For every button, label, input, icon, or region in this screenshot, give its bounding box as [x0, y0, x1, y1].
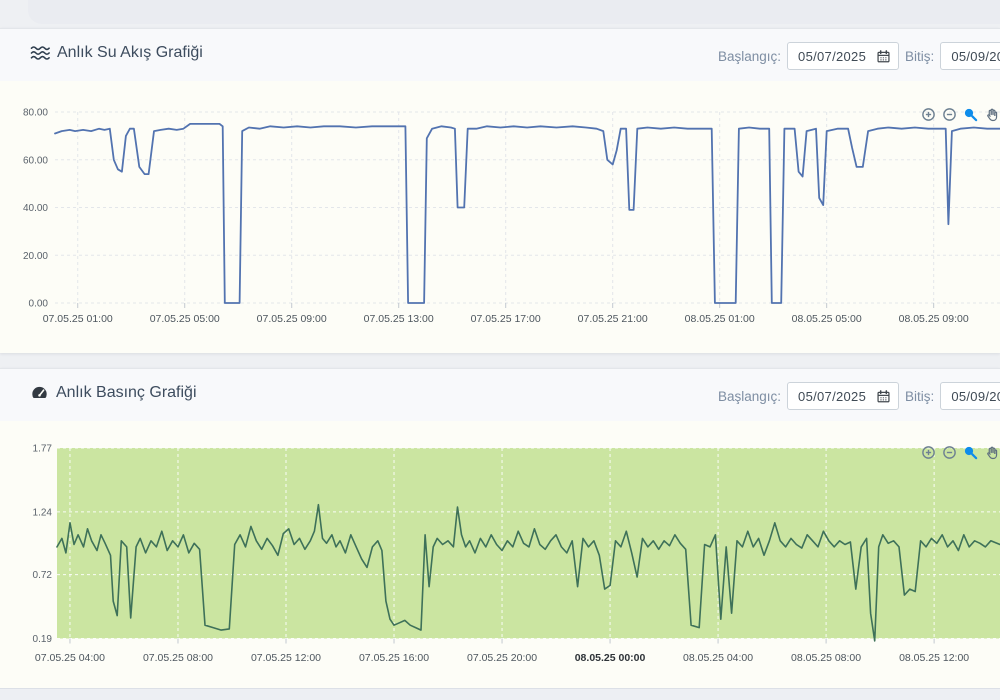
pan-hand-icon[interactable]	[983, 106, 1000, 123]
flow-end-date-value: 05/09/2025	[951, 48, 1000, 64]
pressure-chart-toolbar	[920, 444, 1000, 461]
pressure-end-date-input[interactable]: 05/09/2025	[940, 382, 1000, 410]
pressure-panel-header: Anlık Basınç Grafiği Başlangıç: 05/07/20…	[0, 369, 1000, 421]
flow-panel-title: Anlık Su Akış Grafiği	[30, 44, 203, 62]
flow-panel-title-text: Anlık Su Akış Grafiği	[57, 44, 203, 61]
flow-start-date-label: Başlangıç:	[718, 48, 782, 64]
flow-end-date-label: Bitiş:	[905, 48, 935, 64]
pressure-start-date-input[interactable]: 05/07/2025	[787, 382, 900, 410]
pressure-chart-plot-area[interactable]	[0, 421, 1000, 689]
pressure-start-date-label: Başlangıç:	[718, 388, 782, 404]
gauge-icon	[32, 386, 47, 399]
flow-end-date-input[interactable]: 05/09/2025	[940, 42, 1000, 70]
flow-start-calendar-button[interactable]	[876, 49, 898, 64]
flow-start-date-input[interactable]: 05/07/2025	[787, 42, 900, 70]
calendar-icon	[877, 389, 890, 402]
selection-zoom-icon[interactable]	[962, 444, 979, 461]
pressure-date-controls: Başlangıç: 05/07/2025	[718, 382, 1000, 410]
zoom-in-icon[interactable]	[920, 106, 937, 123]
pressure-panel-title: Anlık Basınç Grafiği	[30, 384, 197, 402]
pressure-chart-panel: Anlık Basınç Grafiği Başlangıç: 05/07/20…	[0, 368, 1000, 689]
zoom-in-icon[interactable]	[920, 444, 937, 461]
zoom-out-icon[interactable]	[941, 444, 958, 461]
pressure-end-date-value: 05/09/2025	[951, 388, 1000, 404]
flow-chart-toolbar	[920, 106, 1000, 123]
top-partial-panel	[28, 0, 1000, 24]
pressure-panel-title-text: Anlık Basınç Grafiği	[56, 384, 197, 401]
flow-chart-plot-area[interactable]	[0, 81, 1000, 353]
pressure-start-calendar-button[interactable]	[876, 389, 898, 404]
pan-hand-icon[interactable]	[983, 444, 1000, 461]
calendar-icon	[877, 49, 890, 62]
selection-zoom-icon[interactable]	[962, 106, 979, 123]
flow-chart-panel: Anlık Su Akış Grafiği Başlangıç: 05/07/2…	[0, 28, 1000, 353]
pressure-end-date-label: Bitiş:	[905, 388, 935, 404]
flow-panel-header: Anlık Su Akış Grafiği Başlangıç: 05/07/2…	[0, 29, 1000, 81]
flow-start-date-value: 05/07/2025	[798, 48, 867, 64]
water-waves-icon	[30, 46, 50, 60]
zoom-out-icon[interactable]	[941, 106, 958, 123]
pressure-start-date-value: 05/07/2025	[798, 388, 867, 404]
flow-date-controls: Başlangıç: 05/07/2025	[718, 42, 1000, 70]
bottom-page-strip	[0, 688, 1000, 700]
